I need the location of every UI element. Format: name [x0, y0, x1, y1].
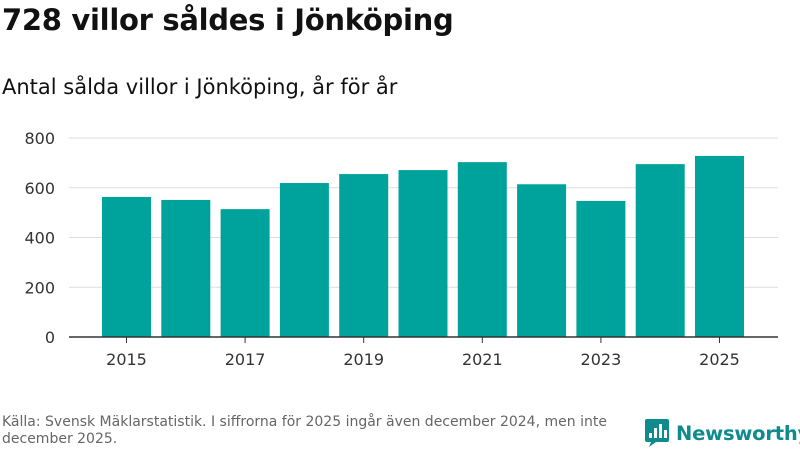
- y-tick-label: 800: [24, 129, 55, 148]
- source-note: Källa: Svensk Mäklarstatistik. I siffror…: [2, 414, 607, 447]
- y-tick-label: 400: [24, 229, 55, 248]
- y-tick-label: 0: [45, 328, 55, 347]
- bar-2021: [457, 162, 507, 337]
- bar-2019: [339, 174, 389, 337]
- x-tick-label: 2017: [225, 350, 266, 369]
- bar-chart: 0 200 400 600 800 2015 2017 2019 2021 2023 2025: [24, 129, 778, 369]
- x-tick-label: 2019: [343, 350, 384, 369]
- bar-2025: [695, 155, 744, 337]
- y-tick-label: 200: [24, 278, 55, 297]
- y-tick-label: 600: [24, 179, 55, 198]
- y-axis-ticks: 0 200 400 600 800: [24, 129, 55, 347]
- bar-2023: [576, 200, 626, 337]
- bars: [102, 155, 744, 337]
- bar-2016: [161, 199, 211, 337]
- chart-subtitle: Antal sålda villor i Jönköping, år för å…: [2, 75, 398, 99]
- x-tick-label: 2015: [106, 350, 147, 369]
- x-tick-label: 2023: [581, 350, 622, 369]
- x-axis-ticks: 2015 2017 2019 2021 2023 2025: [106, 337, 740, 369]
- bar-2018: [279, 183, 329, 337]
- x-tick-label: 2021: [462, 350, 503, 369]
- bar-2017: [220, 209, 270, 337]
- brand-name: Newsworthy: [676, 421, 800, 445]
- x-tick-label: 2025: [699, 350, 740, 369]
- bar-chart-logo-icon: [645, 419, 669, 447]
- chart-title: 728 villor såldes i Jönköping: [2, 3, 454, 37]
- bar-2024: [635, 164, 685, 337]
- bar-2015: [102, 196, 151, 337]
- bar-2022: [517, 184, 567, 337]
- bar-2020: [398, 170, 448, 337]
- newsworthy-logo[interactable]: Newsworthy: [644, 418, 800, 448]
